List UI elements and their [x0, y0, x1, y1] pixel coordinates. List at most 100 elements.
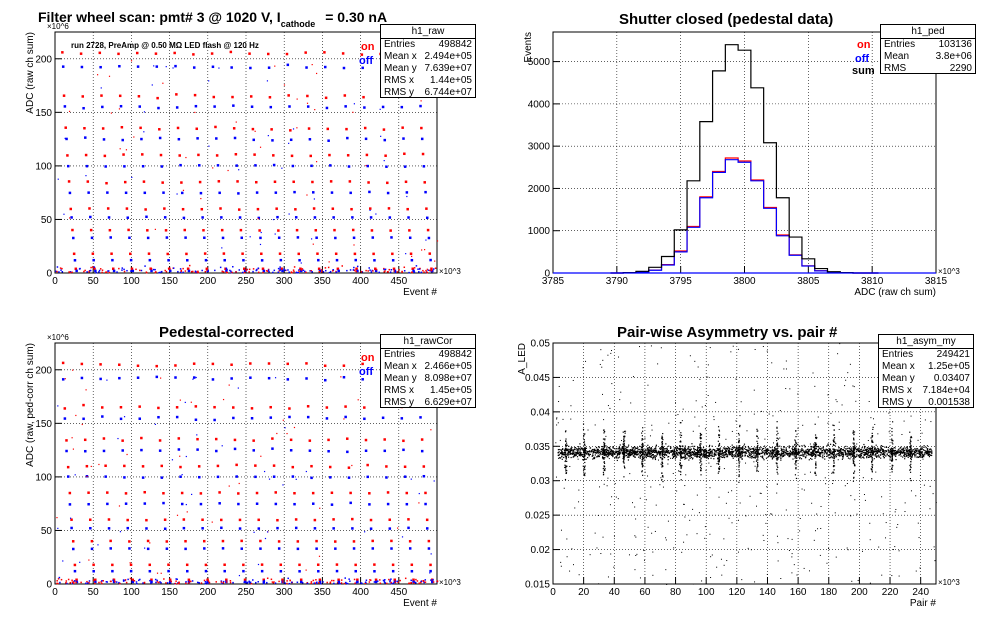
data-point-transition	[357, 399, 359, 401]
data-point	[641, 444, 643, 446]
data-point-baseline	[203, 579, 206, 582]
data-point	[853, 455, 855, 457]
data-point-baseline	[410, 579, 412, 582]
data-point	[617, 454, 619, 456]
data-point-transition	[154, 423, 156, 425]
data-point	[853, 438, 855, 440]
data-point-baseline	[353, 578, 356, 581]
data-point	[899, 449, 901, 452]
data-point-on	[83, 126, 86, 130]
data-point	[777, 466, 779, 468]
data-point	[622, 457, 624, 460]
data-point	[875, 453, 877, 455]
data-point	[834, 437, 836, 439]
data-point-off	[111, 258, 114, 262]
data-point	[816, 437, 818, 439]
data-point-baseline	[65, 580, 68, 582]
data-point	[853, 437, 855, 439]
data-point-on	[392, 267, 396, 271]
data-point-baseline	[332, 270, 334, 272]
data-point	[718, 429, 720, 431]
panel-raw-title: Filter wheel scan: pmt# 3 @ 1020 V, Icat…	[38, 9, 387, 29]
data-point-transition	[319, 507, 321, 509]
data-point	[738, 459, 740, 461]
data-point-on	[367, 181, 370, 184]
data-point	[719, 466, 721, 468]
data-point-baseline	[390, 581, 392, 584]
data-point	[564, 466, 566, 469]
x-exponent-label: ×10^3	[439, 267, 461, 276]
data-point-baseline	[191, 580, 194, 582]
data-point	[661, 453, 664, 455]
data-point-off	[211, 65, 215, 69]
data-point	[681, 464, 683, 467]
data-point	[698, 448, 701, 451]
data-point	[664, 451, 666, 453]
data-point	[778, 453, 780, 455]
data-point-off	[262, 269, 266, 273]
data-point-baseline	[170, 580, 172, 583]
data-point	[787, 450, 789, 453]
data-point-off	[225, 269, 228, 273]
data-point	[560, 453, 562, 455]
data-point	[565, 472, 567, 474]
data-point	[794, 463, 796, 465]
data-point	[869, 456, 872, 458]
data-point-on	[138, 405, 141, 408]
data-point	[718, 454, 720, 456]
data-point	[565, 449, 567, 451]
data-point	[770, 450, 772, 452]
data-point	[650, 448, 652, 450]
data-point	[629, 450, 631, 452]
data-point	[675, 449, 678, 451]
data-point	[641, 438, 643, 440]
data-point	[625, 449, 627, 451]
data-point	[921, 456, 924, 458]
data-point	[699, 444, 701, 446]
data-point	[872, 446, 874, 448]
data-point-on	[229, 50, 233, 54]
data-point	[612, 451, 614, 453]
data-point	[880, 457, 882, 459]
data-point-baseline	[344, 577, 346, 579]
data-point	[738, 446, 740, 448]
data-point	[788, 456, 790, 458]
x-axis-title: Event #	[403, 598, 437, 609]
data-point-off	[402, 448, 405, 452]
data-point	[768, 455, 770, 457]
data-point-baseline	[114, 580, 116, 583]
data-point	[738, 458, 740, 460]
data-point-off	[363, 106, 366, 109]
data-point	[842, 457, 844, 459]
data-point-on	[370, 229, 374, 232]
data-point-baseline	[428, 269, 431, 272]
data-point	[574, 451, 576, 453]
data-point	[829, 452, 831, 454]
data-point-off	[66, 164, 70, 168]
data-point	[771, 449, 773, 451]
data-point	[814, 447, 816, 449]
data-point-baseline	[65, 581, 67, 584]
data-point-transition	[86, 475, 88, 478]
data-point-off	[324, 65, 327, 69]
data-point	[606, 454, 608, 456]
data-point	[602, 450, 604, 453]
data-point	[738, 434, 740, 436]
data-point-transition	[311, 64, 313, 66]
data-point	[572, 451, 574, 453]
x-tick-label: 180	[820, 587, 837, 598]
data-point-off	[68, 191, 72, 195]
data-point-baseline	[60, 578, 63, 581]
data-point	[642, 460, 644, 462]
data-point	[819, 455, 821, 457]
data-point	[603, 432, 605, 434]
data-point	[646, 455, 648, 457]
data-point-baseline	[386, 271, 389, 273]
data-point	[735, 447, 737, 449]
data-point	[636, 447, 638, 449]
data-point	[611, 453, 613, 455]
y-axis-title: Events	[523, 32, 534, 63]
data-point-on	[219, 207, 222, 210]
data-point-baseline	[422, 269, 424, 272]
data-point-off	[194, 418, 198, 422]
